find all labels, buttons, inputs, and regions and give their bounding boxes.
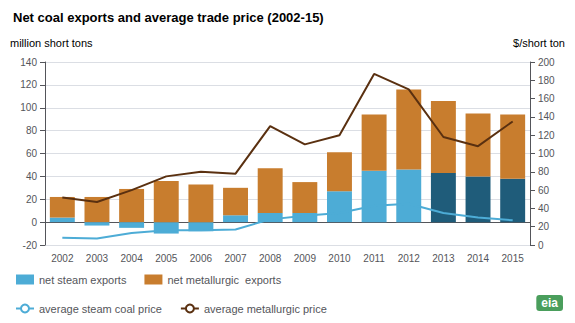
svg-text:20: 20 (538, 221, 550, 232)
svg-text:60: 60 (26, 148, 38, 159)
svg-text:2009: 2009 (294, 253, 317, 264)
svg-text:0: 0 (31, 217, 37, 228)
svg-text:Net coal exports and average t: Net coal exports and average trade price… (13, 10, 324, 25)
svg-text:80: 80 (26, 125, 38, 136)
svg-text:120: 120 (538, 130, 555, 141)
svg-text:2004: 2004 (120, 253, 143, 264)
svg-text:2005: 2005 (155, 253, 178, 264)
svg-text:200: 200 (538, 57, 555, 68)
svg-text:million short tons: million short tons (10, 37, 93, 49)
svg-text:eia: eia (541, 296, 558, 310)
svg-text:20: 20 (26, 194, 38, 205)
svg-text:0: 0 (538, 240, 544, 251)
svg-text:2014: 2014 (467, 253, 490, 264)
svg-text:2013: 2013 (432, 253, 455, 264)
svg-text:-20: -20 (23, 240, 38, 251)
svg-text:140: 140 (538, 111, 555, 122)
svg-text:2010: 2010 (328, 253, 351, 264)
svg-text:100: 100 (538, 148, 555, 159)
svg-text:2012: 2012 (398, 253, 421, 264)
svg-text:net steam exports: net steam exports (39, 274, 127, 286)
svg-text:80: 80 (538, 166, 550, 177)
svg-text:140: 140 (20, 57, 37, 68)
svg-text:2015: 2015 (502, 253, 525, 264)
svg-text:$/short ton: $/short ton (513, 37, 565, 49)
svg-text:40: 40 (538, 203, 550, 214)
svg-text:2008: 2008 (259, 253, 282, 264)
svg-text:100: 100 (20, 102, 37, 113)
svg-text:2006: 2006 (190, 253, 213, 264)
svg-text:120: 120 (20, 79, 37, 90)
svg-text:2007: 2007 (224, 253, 247, 264)
svg-text:net metallurgic exports: net metallurgic exports (167, 274, 281, 286)
svg-text:160: 160 (538, 93, 555, 104)
svg-text:2002: 2002 (51, 253, 74, 264)
svg-text:60: 60 (538, 185, 550, 196)
svg-text:180: 180 (538, 75, 555, 86)
svg-text:average metallurgic price: average metallurgic price (204, 303, 327, 315)
svg-text:2011: 2011 (363, 253, 385, 264)
svg-text:average steam coal price: average steam coal price (39, 303, 162, 315)
svg-text:40: 40 (26, 171, 38, 182)
svg-text:2003: 2003 (86, 253, 109, 264)
